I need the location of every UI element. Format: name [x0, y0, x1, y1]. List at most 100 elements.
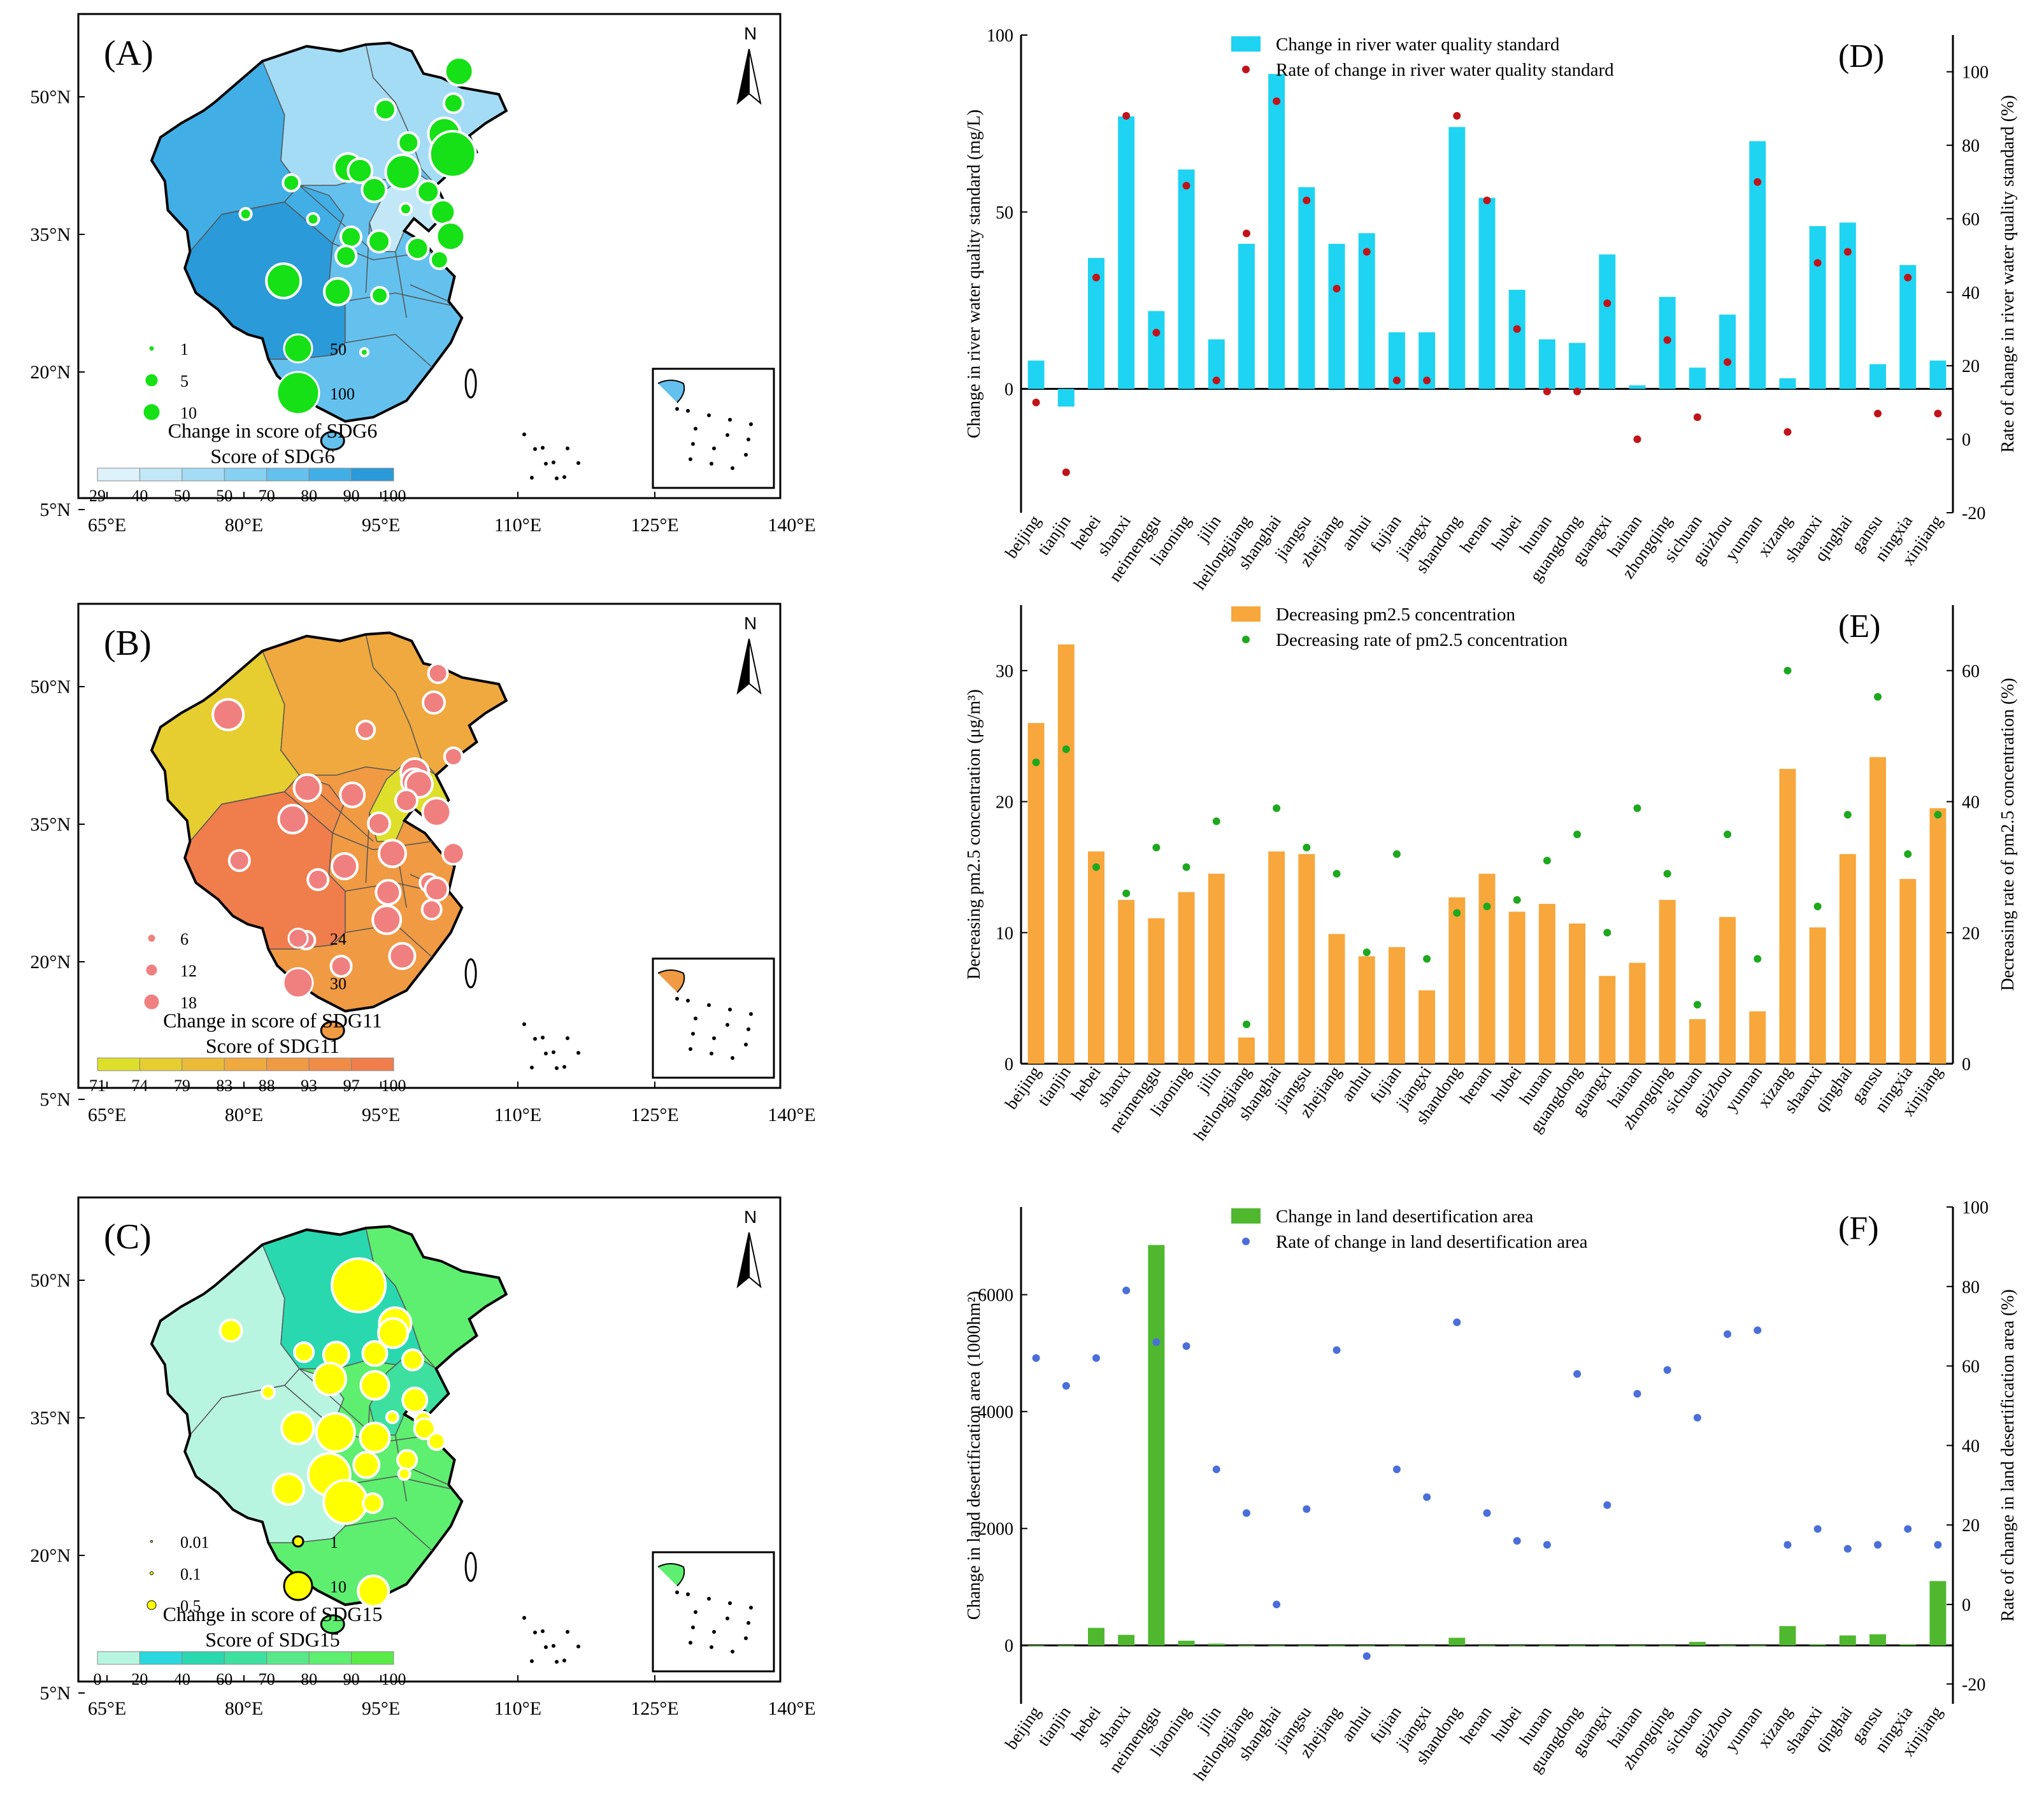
north-arrow-icon	[748, 638, 762, 695]
bar-jiangsu	[1298, 854, 1315, 1064]
colorbar-swatch	[351, 1057, 394, 1071]
bar-guangxi	[1599, 976, 1616, 1064]
legend-bubble-label: 0.1	[180, 1565, 201, 1583]
latitude-label: 5°N	[39, 1089, 71, 1110]
island-dot	[576, 461, 580, 465]
longitude-label: 125°E	[631, 1698, 678, 1719]
taiwan-island	[464, 958, 477, 989]
bubble-legend-title: Change in score of SDG11	[163, 1009, 382, 1032]
y2-tick-label: 20	[1962, 924, 1980, 943]
category-label: beijing	[1001, 511, 1045, 562]
rate-point-shanghai	[1273, 1601, 1281, 1608]
colorbar-label: 70	[259, 1670, 275, 1689]
inset-coast	[657, 380, 685, 403]
north-arrow-icon	[748, 1232, 762, 1289]
rate-point-jiangxi	[1423, 1493, 1431, 1501]
island-dot	[576, 1645, 580, 1648]
longitude-label: 110°E	[494, 515, 541, 536]
rate-point-yunnan	[1754, 955, 1762, 963]
rate-point-beijing	[1032, 1354, 1040, 1362]
y2-axis-title: Rate of change in river water quality st…	[1998, 95, 2018, 452]
bar-hainan	[1629, 385, 1646, 389]
bar-guizhou	[1719, 917, 1736, 1064]
legend-bubble-label: 100	[330, 385, 355, 403]
island-dot	[544, 1052, 548, 1055]
province-bubble	[401, 1387, 429, 1413]
island-dot	[541, 1036, 545, 1039]
colorbar-label: 50	[174, 487, 190, 505]
legend-bubble	[145, 373, 159, 387]
province-bubble	[413, 1417, 436, 1440]
province-bubble	[427, 662, 449, 684]
island-dot	[541, 446, 545, 450]
inset-island	[725, 1023, 729, 1027]
rate-point-hebei	[1092, 863, 1100, 871]
y-tick-label: 2000	[978, 1520, 1013, 1539]
colorbar-swatch	[351, 468, 394, 482]
y2-tick-label: 40	[1962, 283, 1980, 303]
map-panel-panel_a: N (A) 50°N 35°N 20°N 5°N 65°E 80°E 95°E 110°E 125°…	[30, 13, 816, 536]
map-panel-panel_c: N (C) 50°N 35°N 20°N 5°N 65°E 80°E 95°E 110°E 125°…	[30, 1196, 816, 1719]
chart-(D): 050100-20020406080100beijingtianjinhebei…	[964, 26, 2018, 593]
panel-label: (A)	[104, 34, 154, 73]
colorbar-swatch	[351, 1651, 394, 1665]
bar-neimenggu	[1148, 918, 1165, 1064]
island-dot	[566, 1630, 569, 1634]
bar-sichuan	[1689, 1019, 1706, 1064]
bar-zhejiang	[1328, 934, 1345, 1064]
latitude-label: 5°N	[39, 499, 71, 520]
bar-neimenggu	[1148, 311, 1165, 389]
y-tick-label: 4000	[978, 1403, 1013, 1422]
province-bubble	[388, 942, 417, 970]
bar-guangxi	[1599, 1645, 1616, 1646]
province-bubble	[362, 1492, 384, 1514]
rate-point-hunan	[1543, 1541, 1551, 1549]
inset-island	[675, 997, 679, 1001]
island-dot	[522, 432, 526, 436]
inset-island	[712, 1036, 716, 1040]
legend-bubble	[150, 1540, 153, 1543]
legend-marker	[1242, 636, 1250, 643]
province-bubble	[421, 797, 452, 827]
rate-point-neimenggu	[1152, 329, 1161, 337]
bar-qinghai	[1839, 222, 1856, 389]
province-bubble	[282, 173, 301, 192]
province-bubble	[357, 1575, 390, 1608]
bar-shandong	[1448, 1638, 1466, 1646]
rate-point-fujian	[1392, 376, 1401, 385]
rate-point-yunnan	[1754, 178, 1762, 186]
colorbar-swatch	[97, 1651, 140, 1665]
category-label: henan	[1456, 1062, 1496, 1107]
island-dot	[522, 1616, 526, 1620]
china-border	[150, 1225, 508, 1606]
island-dot	[552, 1050, 555, 1054]
rate-point-sichuan	[1693, 1001, 1701, 1009]
north-label: N	[744, 1207, 757, 1227]
y-tick-label: 10	[996, 924, 1013, 943]
island-dot	[533, 1631, 537, 1634]
bar-yunnan	[1749, 1645, 1766, 1646]
rate-point-xinjiang	[1934, 410, 1942, 418]
bar-jiangxi	[1419, 990, 1436, 1064]
bar-jilin	[1208, 1643, 1225, 1646]
province-bubble	[292, 773, 322, 803]
rate-point-zhongqing	[1663, 1366, 1671, 1374]
inset-island	[710, 1052, 713, 1055]
rate-point-jiangxi	[1423, 955, 1431, 963]
island-dot	[522, 1022, 526, 1026]
island-dot	[555, 476, 559, 480]
rate-point-liaoning	[1182, 182, 1190, 190]
island-dot	[562, 1659, 566, 1662]
legend-label: Change in river water quality standard	[1276, 34, 1560, 55]
rate-point-gansu	[1874, 410, 1882, 418]
province-bubble	[397, 1467, 411, 1481]
rate-point-shandong	[1453, 111, 1461, 120]
inset-island	[707, 1003, 711, 1007]
island-dot	[530, 1659, 534, 1663]
inset-island	[728, 1601, 732, 1605]
y2-axis-title: Rate of change in land desertification a…	[1998, 1289, 2018, 1622]
y-tick-label: 0	[1004, 380, 1013, 400]
y2-tick-label: -20	[1962, 1675, 1985, 1695]
legend-bubble	[282, 967, 314, 999]
bar-shandong	[1448, 897, 1466, 1064]
